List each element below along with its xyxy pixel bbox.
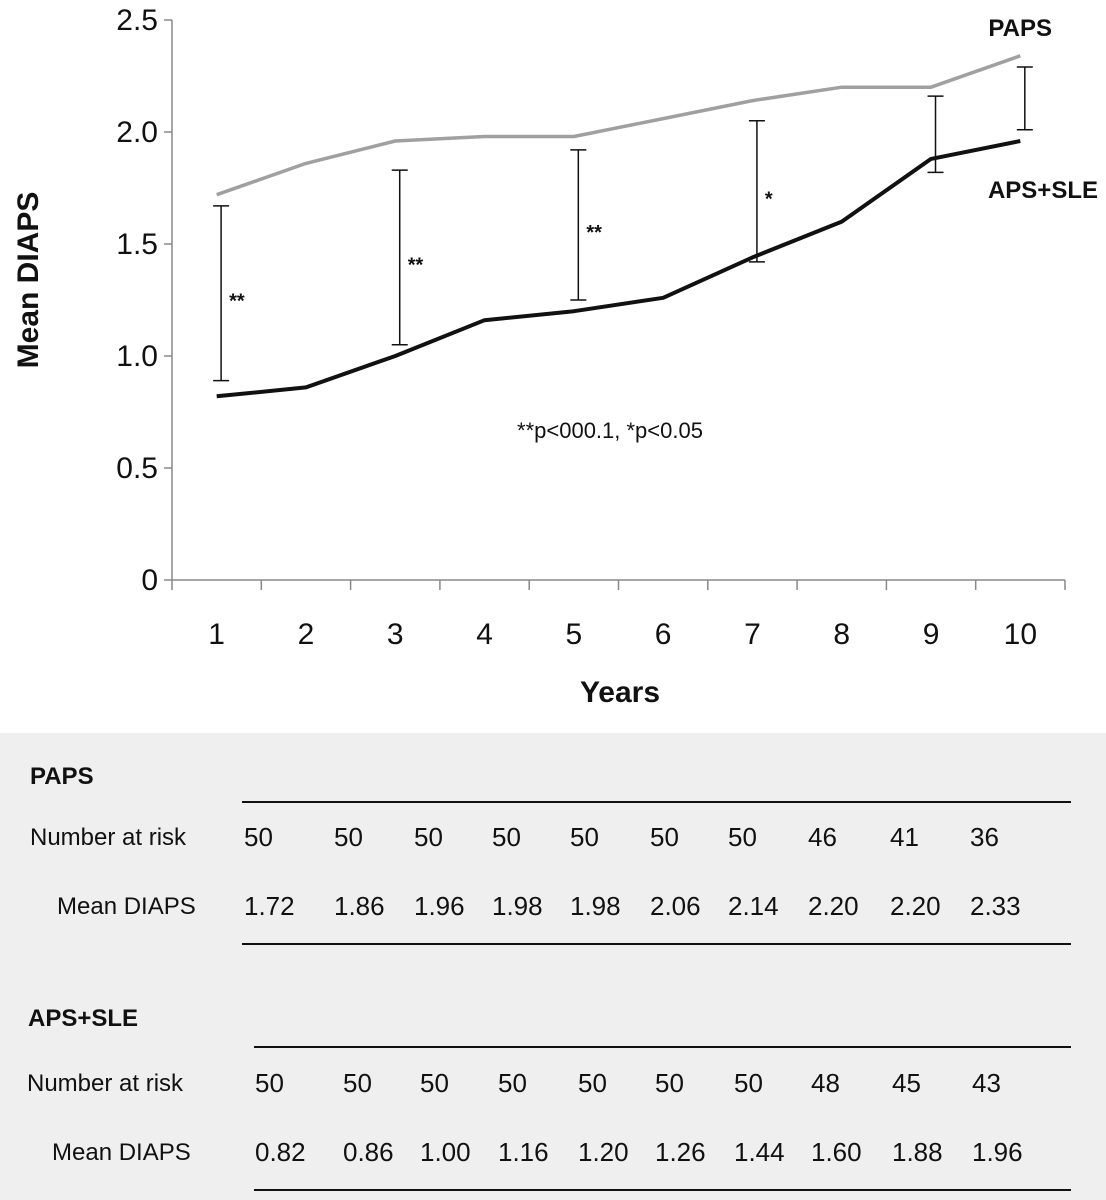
error-bars: ******* bbox=[213, 66, 1033, 382]
table-cell: 50 bbox=[244, 822, 273, 852]
x-tick-label: 2 bbox=[298, 618, 315, 651]
table-cell: 2.14 bbox=[728, 891, 779, 921]
y-tick-label: 1.5 bbox=[116, 228, 158, 261]
error-bar bbox=[927, 95, 944, 174]
series-lines bbox=[216, 54, 1021, 399]
table-cell: 50 bbox=[334, 822, 363, 852]
row-label: Number at risk bbox=[30, 824, 187, 851]
table-cell: 2.06 bbox=[650, 891, 701, 921]
y-axis-ticks: 0 0.5 1.0 1.5 2.0 2.5 bbox=[116, 4, 172, 597]
y-tick-label: 0 bbox=[141, 564, 158, 597]
table-rule bbox=[254, 1046, 1071, 1048]
table-cell: 1.26 bbox=[655, 1137, 706, 1167]
group-title: PAPS bbox=[30, 763, 94, 790]
table-cell: 50 bbox=[578, 1068, 607, 1098]
y-tick-label: 1.0 bbox=[116, 340, 158, 373]
table-cell: 50 bbox=[343, 1068, 372, 1098]
y-tick-label: 0.5 bbox=[116, 452, 158, 485]
table-cell: 2.33 bbox=[970, 891, 1021, 921]
table-cell: 43 bbox=[972, 1068, 1001, 1098]
x-axis-ticks: 1 2 3 4 5 6 7 8 9 10 bbox=[171, 580, 1066, 651]
table-cell: 2.20 bbox=[808, 891, 859, 921]
row-label: Number at risk bbox=[27, 1070, 184, 1097]
error-bar: * bbox=[748, 120, 773, 263]
table-cell: 36 bbox=[970, 822, 999, 852]
y-axis-title: Mean DIAPS bbox=[12, 192, 45, 369]
table-cell: 50 bbox=[420, 1068, 449, 1098]
table-cell: 50 bbox=[498, 1068, 527, 1098]
chart-axes bbox=[171, 20, 1065, 581]
x-tick-label: 7 bbox=[744, 618, 761, 651]
table-cell: 1.98 bbox=[570, 891, 621, 921]
table-cell: 2.20 bbox=[890, 891, 941, 921]
series-line-aps-sle bbox=[216, 139, 1021, 399]
table-cell: 0.82 bbox=[255, 1137, 306, 1167]
group-title: APS+SLE bbox=[28, 1005, 139, 1032]
significance-mark: ** bbox=[586, 222, 602, 244]
error-bar: ** bbox=[391, 169, 424, 346]
table-cell: 1.86 bbox=[334, 891, 385, 921]
series-label-aps-sle: APS+SLE bbox=[988, 177, 1098, 204]
table-cell: 50 bbox=[570, 822, 599, 852]
x-tick-label: 1 bbox=[208, 618, 225, 651]
x-tick-label: 9 bbox=[923, 618, 940, 651]
table-cell: 50 bbox=[255, 1068, 284, 1098]
significance-mark: * bbox=[765, 188, 773, 210]
table-cell: 1.00 bbox=[420, 1137, 471, 1167]
table-cell: 1.96 bbox=[414, 891, 465, 921]
table-cell: 50 bbox=[734, 1068, 763, 1098]
table-cell: 45 bbox=[892, 1068, 921, 1098]
y-tick-label: 2.0 bbox=[116, 116, 158, 149]
table-cell: 46 bbox=[808, 822, 837, 852]
significance-note: **p<000.1, *p<0.05 bbox=[517, 418, 703, 443]
table-cell: 1.60 bbox=[811, 1137, 862, 1167]
error-bar: ** bbox=[570, 149, 602, 301]
x-tick-label: 8 bbox=[833, 618, 850, 651]
x-axis-title: Years bbox=[580, 676, 660, 709]
x-tick-label: 3 bbox=[387, 618, 404, 651]
table-cell: 50 bbox=[650, 822, 679, 852]
series-line-paps bbox=[216, 54, 1021, 197]
table-cell: 1.98 bbox=[492, 891, 543, 921]
table-cell: 50 bbox=[728, 822, 757, 852]
table-cell: 48 bbox=[811, 1068, 840, 1098]
table-cell: 50 bbox=[414, 822, 443, 852]
table-cell: 50 bbox=[492, 822, 521, 852]
table-cell: 50 bbox=[655, 1068, 684, 1098]
table-rule bbox=[254, 1189, 1071, 1191]
x-tick-label: 5 bbox=[566, 618, 583, 651]
x-tick-label: 6 bbox=[655, 618, 672, 651]
table-cell: 1.44 bbox=[734, 1137, 785, 1167]
table-cell: 41 bbox=[890, 822, 919, 852]
error-bar: ** bbox=[213, 205, 245, 382]
number-at-risk-table: PAPS Number at risk 50 50 50 50 50 50 50 46 41 36 Me… bbox=[0, 733, 1106, 1200]
row-label: Mean DIAPS bbox=[52, 1139, 191, 1166]
table-cell: 1.72 bbox=[244, 891, 295, 921]
x-tick-label: 4 bbox=[476, 618, 493, 651]
error-bar bbox=[1016, 66, 1033, 131]
series-label-paps: PAPS bbox=[988, 15, 1052, 42]
table-cell: 1.20 bbox=[578, 1137, 629, 1167]
table-cell: 1.16 bbox=[498, 1137, 549, 1167]
table-rule bbox=[242, 943, 1071, 945]
table-rule bbox=[242, 801, 1071, 803]
significance-mark: ** bbox=[408, 254, 424, 276]
series-labels: PAPS APS+SLE bbox=[988, 15, 1098, 204]
y-tick-label: 2.5 bbox=[116, 4, 158, 37]
table-cell: 1.88 bbox=[892, 1137, 943, 1167]
significance-mark: ** bbox=[229, 290, 245, 312]
x-tick-label: 10 bbox=[1004, 618, 1037, 651]
line-chart: 00.51.01.52.02.5 1 2 3 4 5 6 7 8 9 10 ******* PAP… bbox=[12, 4, 1098, 709]
table-cell: 0.86 bbox=[343, 1137, 394, 1167]
table-cell: 1.96 bbox=[972, 1137, 1023, 1167]
row-label: Mean DIAPS bbox=[57, 893, 196, 920]
